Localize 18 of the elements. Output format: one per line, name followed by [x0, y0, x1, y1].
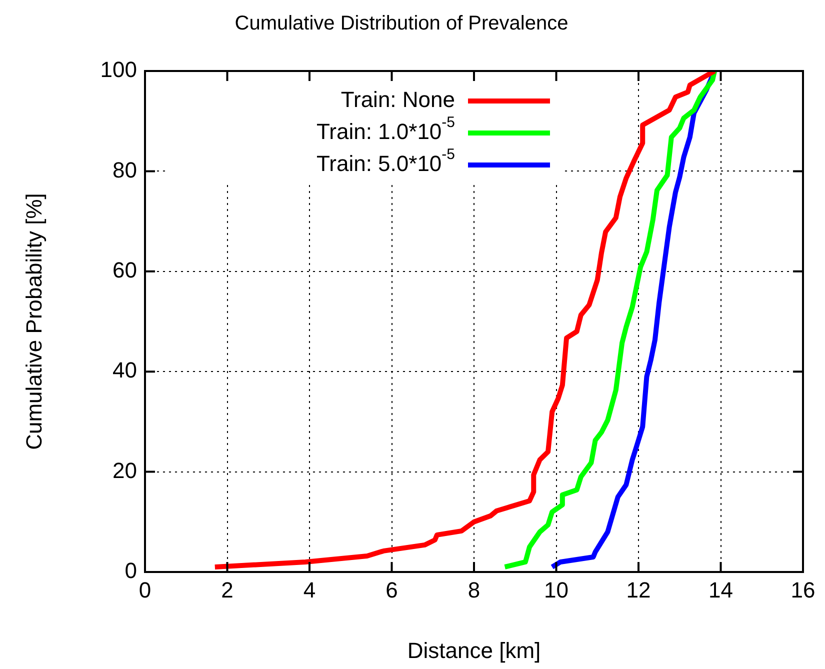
x-tick-label: 12 [626, 577, 651, 602]
chart-title: Cumulative Distribution of Prevalence [234, 12, 568, 35]
y-tick-label: 80 [112, 157, 137, 182]
y-tick-label: 40 [112, 358, 137, 383]
x-axis-title: Distance [km] [407, 638, 541, 663]
x-tick-label: 2 [221, 577, 234, 602]
x-tick-label: 14 [708, 577, 733, 602]
x-tick-label: 16 [790, 577, 816, 602]
y-tick-label: 0 [124, 558, 137, 584]
x-tick-label: 8 [468, 577, 480, 602]
y-tick-label: 100 [100, 57, 137, 82]
y-tick-label: 20 [112, 458, 137, 483]
legend-label: Train: None [340, 87, 455, 112]
x-tick-label: 6 [386, 577, 398, 602]
x-tick-label: 4 [303, 577, 316, 602]
y-axis-title: Cumulative Probability [%] [21, 193, 46, 450]
x-tick-label: 10 [544, 577, 568, 602]
y-tick-label: 60 [112, 257, 137, 282]
